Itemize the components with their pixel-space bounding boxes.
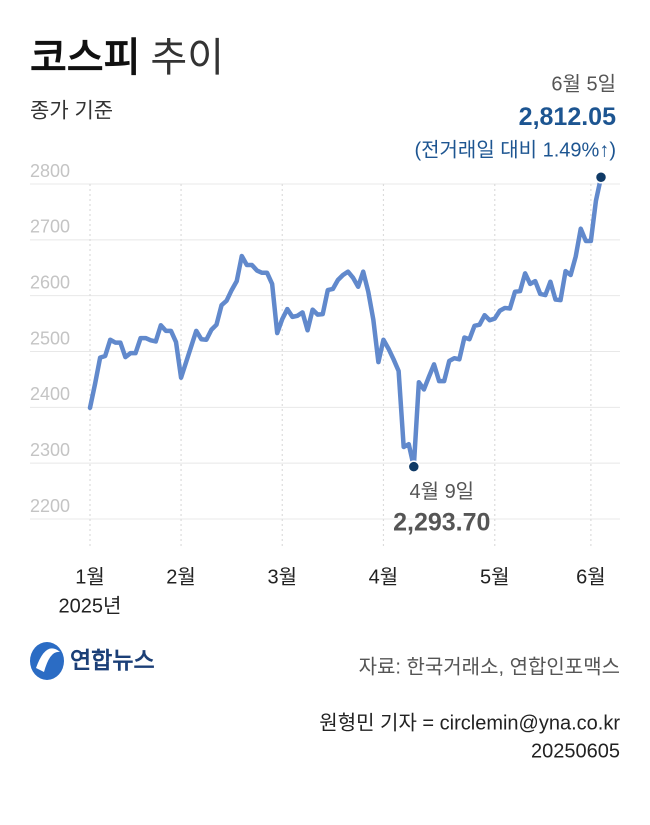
y-tick-label: 2300 (30, 440, 70, 460)
annotation-date: 4월 9일 (409, 480, 474, 503)
point-marker (594, 171, 608, 184)
year-label: 2025년 (59, 594, 122, 617)
annotation-value: 2,293.70 (393, 508, 490, 536)
annotation-value: 2,812.05 (519, 103, 616, 131)
line (87, 175, 604, 469)
x-tick-label: 4월 (369, 565, 399, 588)
annotation-date: 6월 5일 (551, 73, 616, 96)
subtitle: 종가 기준 (30, 100, 113, 123)
title-regular: 추이 (150, 36, 224, 80)
y-tick-label: 2200 (30, 496, 70, 516)
y-tick-label: 2800 (30, 161, 70, 181)
x-tick-label: 2월 (166, 565, 196, 588)
source: 자료: 한국거래소, 연합인포맥스 (359, 655, 620, 678)
chart-title: 코스피 추이 (30, 36, 224, 80)
y-tick-label: 2400 (30, 384, 70, 404)
annotation-note: (전거래일 대비 1.49%↑) (414, 139, 616, 162)
x-tick-label: 1월 (75, 565, 105, 588)
logo-swoosh (36, 648, 60, 672)
logo: 연합뉴스 (30, 642, 155, 680)
byline: 원형민 기자 = circlemin@yna.co.kr (319, 711, 620, 734)
point-marker (407, 460, 421, 473)
x-tick-label: 3월 (267, 565, 297, 588)
x-tick-label: 5월 (480, 565, 510, 588)
x-tick-label: 6월 (576, 565, 606, 588)
title-bold: 코스피 (30, 36, 140, 80)
y-tick-label: 2700 (30, 217, 70, 237)
y-tick-label: 2500 (30, 328, 70, 348)
y-tick-label: 2600 (30, 272, 70, 292)
date: 20250605 (531, 740, 620, 762)
logo-text: 연합뉴스 (70, 647, 155, 673)
